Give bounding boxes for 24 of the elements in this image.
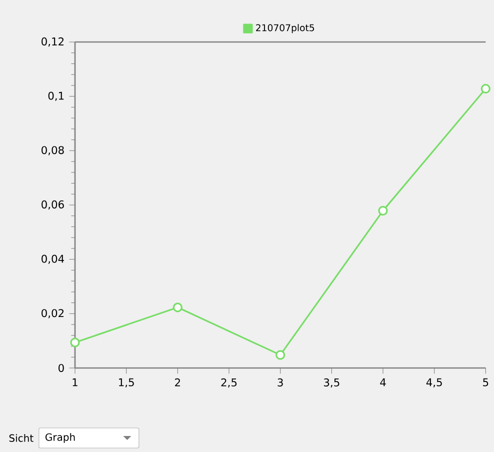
x-tick-label: 4,5 (426, 378, 442, 388)
point (70, 338, 80, 348)
y-tick-label: 0,06 (42, 200, 64, 210)
y-tick-label: 0,1 (48, 92, 64, 101)
text: Sicht (9, 434, 34, 442)
x-tick-label: 3,5 (324, 378, 340, 388)
point (480, 84, 490, 94)
y-tick-label: 0,12 (42, 37, 64, 47)
x-tick-label: 3 (278, 378, 283, 386)
text: Graph (46, 433, 75, 443)
point (378, 206, 388, 216)
y-tick-label: 0 (58, 364, 64, 372)
y-tick-label: 0,02 (42, 309, 64, 318)
x-tick-label: 5 (483, 378, 488, 386)
point (276, 350, 286, 360)
y-tick-label: 0,08 (42, 146, 64, 156)
x-tick-label: 1 (72, 378, 78, 386)
legend-label: 210707plot5 (256, 24, 314, 34)
x-tick-label: 2 (175, 378, 180, 386)
y-tick-label: 0,04 (42, 254, 64, 264)
x-tick-label: 1,5 (119, 378, 134, 388)
x-tick-label: 4 (380, 378, 386, 386)
point (172, 302, 182, 312)
x-tick-label: 2,5 (221, 378, 237, 388)
